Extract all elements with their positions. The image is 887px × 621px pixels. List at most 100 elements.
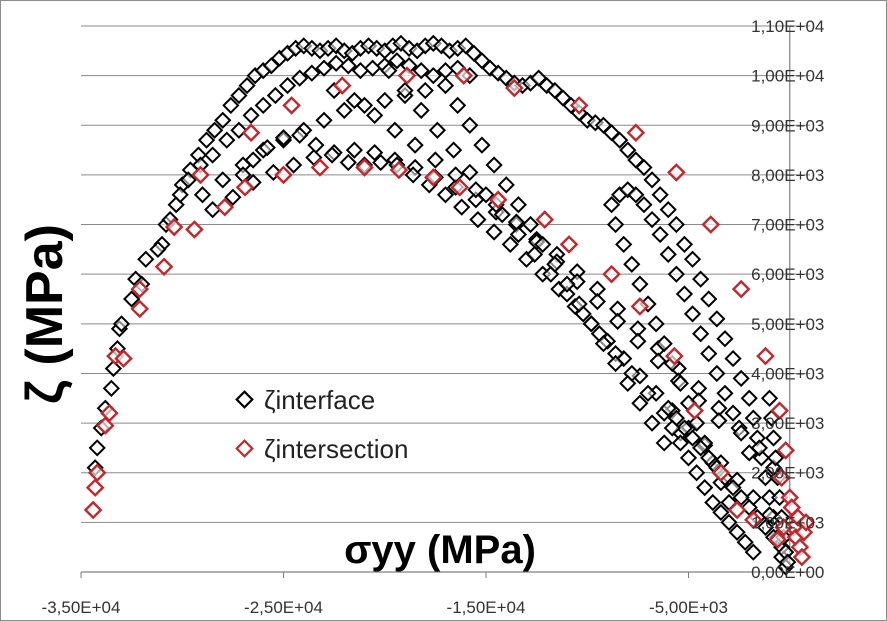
data-point bbox=[667, 265, 685, 283]
data-point bbox=[736, 533, 754, 551]
data-point bbox=[716, 330, 734, 348]
data-point bbox=[436, 76, 455, 95]
data-point bbox=[222, 96, 240, 115]
data-point bbox=[643, 171, 661, 189]
x-tick-label: -5,00E+03 bbox=[649, 598, 728, 617]
data-point bbox=[630, 297, 650, 316]
data-point bbox=[242, 106, 260, 124]
data-point bbox=[100, 403, 119, 423]
data-point bbox=[449, 96, 467, 115]
data-point bbox=[154, 257, 174, 277]
data-point bbox=[372, 153, 390, 172]
data-point bbox=[619, 141, 637, 159]
data-point bbox=[509, 196, 528, 214]
data-point bbox=[185, 220, 204, 239]
data-point bbox=[535, 210, 555, 229]
data-point bbox=[386, 121, 404, 139]
data-point bbox=[376, 91, 394, 110]
data-point bbox=[712, 503, 730, 522]
data-point bbox=[285, 156, 303, 174]
data-point bbox=[230, 86, 248, 105]
data-point bbox=[665, 346, 684, 366]
data-point bbox=[497, 69, 515, 87]
data-point bbox=[788, 508, 808, 527]
data-point bbox=[428, 121, 447, 139]
data-point bbox=[355, 158, 374, 177]
data-point bbox=[651, 186, 669, 204]
data-point bbox=[473, 136, 491, 154]
data-point bbox=[700, 290, 718, 308]
data-point bbox=[191, 165, 210, 185]
data-point bbox=[332, 76, 352, 95]
data-point bbox=[631, 275, 649, 293]
data-point bbox=[588, 292, 606, 311]
data-point bbox=[266, 86, 285, 105]
data-point bbox=[424, 168, 443, 187]
data-point bbox=[197, 131, 216, 149]
ticks-layer: 0,00E+00 1,00E+03 2,00E+03 3,00E+03 4,00E+03… bbox=[42, 17, 825, 617]
data-point bbox=[389, 160, 409, 180]
data-point bbox=[744, 409, 762, 427]
data-point bbox=[752, 449, 771, 467]
data-point bbox=[274, 165, 293, 185]
data-point bbox=[768, 530, 787, 550]
x-axis-title: σyy (MPa) bbox=[344, 528, 536, 572]
data-point bbox=[710, 411, 728, 430]
data-point bbox=[291, 126, 309, 144]
data-point bbox=[88, 439, 106, 457]
data-point bbox=[85, 478, 105, 497]
data-point bbox=[643, 414, 661, 432]
data-point bbox=[214, 111, 232, 129]
data-point bbox=[477, 186, 495, 204]
data-point bbox=[711, 463, 731, 483]
y-tick-label: 7,00E+03 bbox=[751, 216, 824, 235]
data-point bbox=[310, 158, 330, 177]
legend-item-intersection: ζintersection bbox=[235, 434, 408, 464]
data-point bbox=[406, 136, 424, 154]
data-point bbox=[627, 186, 645, 204]
data-point bbox=[426, 151, 444, 169]
data-point bbox=[235, 178, 255, 197]
data-point bbox=[792, 547, 812, 567]
legend-label-intersection: ζintersection bbox=[264, 434, 408, 464]
data-point bbox=[509, 225, 528, 244]
data-point bbox=[303, 64, 321, 82]
legend-marker-interface bbox=[235, 390, 254, 409]
data-point bbox=[667, 215, 685, 234]
legend: ζinterface ζintersection bbox=[235, 385, 408, 464]
data-point bbox=[238, 76, 256, 95]
y-tick-label: 8,00E+03 bbox=[751, 166, 824, 185]
data-point bbox=[683, 250, 702, 268]
data-point bbox=[764, 429, 783, 447]
y-tick-label: 5,00E+03 bbox=[751, 315, 824, 334]
data-point bbox=[655, 335, 673, 353]
axis-layer bbox=[80, 25, 810, 578]
data-point bbox=[291, 69, 309, 87]
legend-label-interface: ζinterface bbox=[264, 385, 375, 415]
data-point bbox=[772, 468, 791, 487]
data-point bbox=[485, 156, 503, 174]
data-point bbox=[708, 364, 726, 383]
data-point bbox=[224, 188, 242, 206]
data-point bbox=[214, 171, 232, 189]
marks-layer bbox=[83, 34, 816, 576]
data-point bbox=[594, 335, 613, 353]
data-point bbox=[534, 235, 552, 254]
data-point bbox=[204, 146, 222, 164]
y-axis-title: ζ (MPa) bbox=[16, 224, 74, 404]
data-point bbox=[461, 116, 479, 134]
data-point bbox=[626, 123, 646, 143]
data-point bbox=[149, 240, 167, 258]
data-point bbox=[756, 469, 775, 487]
data-point bbox=[679, 449, 698, 467]
data-point bbox=[631, 394, 649, 412]
y-tick-label: 4,00E+03 bbox=[751, 364, 824, 383]
data-point bbox=[774, 518, 793, 537]
x-tick-label: -3,50E+04 bbox=[42, 598, 121, 617]
data-point bbox=[345, 141, 363, 159]
data-point bbox=[83, 500, 103, 520]
data-point bbox=[569, 96, 589, 115]
data-point bbox=[619, 374, 637, 392]
series-interface bbox=[86, 34, 797, 576]
